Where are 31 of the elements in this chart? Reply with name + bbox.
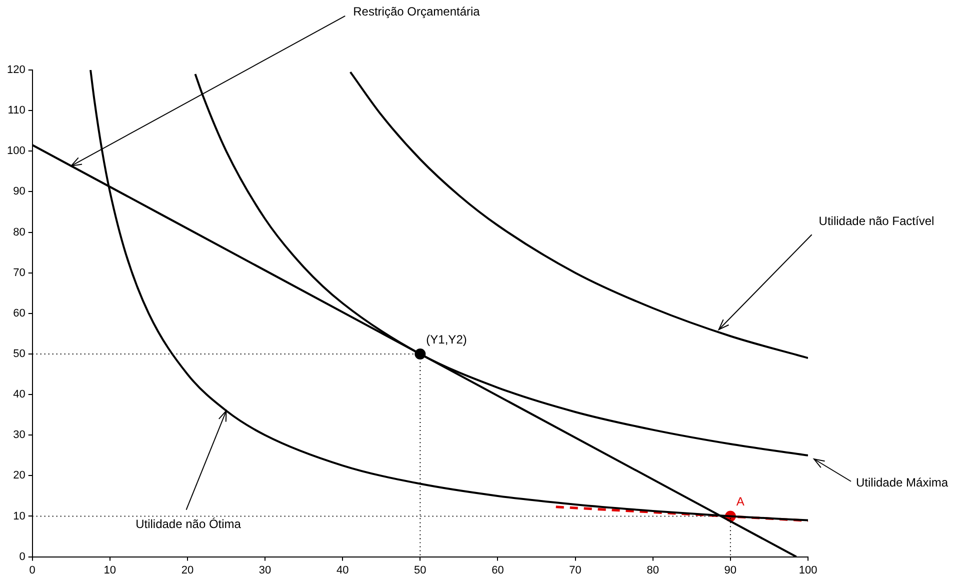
x-tick-label: 90 (724, 564, 737, 576)
x-tick-label: 40 (336, 564, 349, 576)
data-label: (Y1,Y2) (426, 332, 467, 346)
x-tick-label: 100 (798, 564, 818, 576)
annotation: Utilidade não Ótima (136, 517, 242, 532)
x-tick-label: 0 (29, 564, 36, 576)
y-tick-label: 110 (8, 104, 26, 117)
y-tick-label: 80 (13, 226, 26, 238)
y-tick-label: 90 (13, 186, 26, 198)
y-tick-label: 10 (13, 510, 26, 522)
x-tick-label: 20 (181, 564, 194, 576)
annotation: Utilidade não Factível (818, 214, 934, 228)
y-tick-label: 70 (13, 266, 26, 279)
x-tick-label: 10 (104, 564, 116, 576)
data-label: A (736, 494, 744, 509)
x-tick-label: 50 (414, 564, 426, 576)
y-tick-label: 60 (13, 307, 26, 320)
y-tick-label: 120 (6, 64, 26, 76)
y-tick-label: 0 (19, 550, 26, 563)
line-series (349, 71, 808, 360)
x-tick-label: 80 (646, 564, 659, 576)
annotation: Utilidade Máxima (856, 476, 948, 490)
x-tick-label: 70 (569, 564, 582, 576)
y-tick-label: 40 (13, 388, 26, 401)
x-tick-label: 30 (258, 564, 272, 576)
annotation: Restrição Orçamentária (353, 4, 480, 18)
y-tick-label: 30 (13, 429, 26, 442)
y-tick-label: 100 (6, 145, 26, 158)
y-tick-label: 20 (13, 470, 26, 482)
y-tick-label: 50 (13, 348, 26, 360)
x-tick-label: 60 (492, 564, 504, 576)
